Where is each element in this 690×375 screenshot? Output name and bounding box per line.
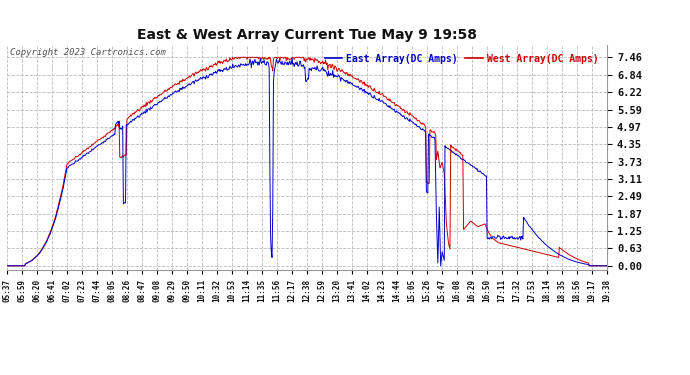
- Legend: East Array(DC Amps), West Array(DC Amps): East Array(DC Amps), West Array(DC Amps): [321, 50, 602, 68]
- Text: Copyright 2023 Cartronics.com: Copyright 2023 Cartronics.com: [10, 48, 166, 57]
- Title: East & West Array Current Tue May 9 19:58: East & West Array Current Tue May 9 19:5…: [137, 28, 477, 42]
